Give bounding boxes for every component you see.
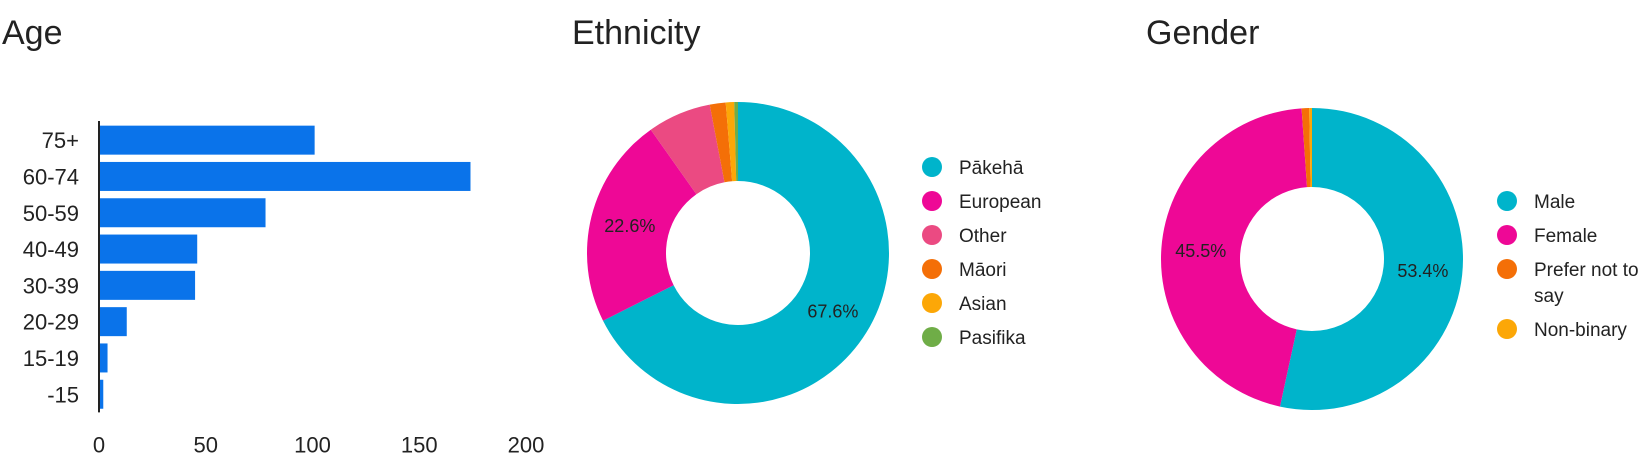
ethnicity-slice-asian xyxy=(725,102,737,182)
age-bar-30-39 xyxy=(99,270,196,300)
gender-slice-non-binary xyxy=(1309,108,1312,188)
ethnicity-legend-swatch xyxy=(922,327,942,347)
age-category-label: 20-29 xyxy=(23,310,79,335)
gender-legend-label: Prefer not to xyxy=(1534,260,1639,281)
age-chart-title: Age xyxy=(2,14,63,52)
ethnicity-chart-title: Ethnicity xyxy=(572,14,701,52)
ethnicity-slice-pasifika xyxy=(734,102,738,182)
age-x-tick-label: 200 xyxy=(508,432,545,457)
ethnicity-slice-other xyxy=(650,104,725,195)
ethnicity-legend-label: Pākehā xyxy=(959,158,1024,179)
gender-legend-label: Female xyxy=(1534,226,1597,247)
age-bar-60-74 xyxy=(99,161,471,191)
age-bar-75 xyxy=(99,125,315,155)
gender-legend-label: say xyxy=(1534,286,1564,307)
gender-donut-chart: 53.4% 45.5% Male Female Prefer not to say Non-… xyxy=(1161,108,1639,410)
gender-legend-swatch xyxy=(1497,191,1517,211)
age-bar-40-49 xyxy=(99,234,198,264)
age-x-tick-label: 0 xyxy=(93,432,105,457)
gender-legend-label: Non-binary xyxy=(1534,320,1627,341)
ethnicity-legend-swatch xyxy=(922,191,942,211)
age-category-label: 60-74 xyxy=(23,164,79,189)
ethnicity-legend-label: Asian xyxy=(959,294,1007,315)
gender-legend-swatch xyxy=(1497,259,1517,279)
age-category-label: 40-49 xyxy=(23,237,79,262)
age-x-tick-label: 100 xyxy=(294,432,331,457)
ethnicity-slice-pakeha xyxy=(603,102,889,405)
ethnicity-legend-label: Pasifika xyxy=(959,328,1026,349)
ethnicity-legend-swatch xyxy=(922,225,942,245)
gender-slice-male xyxy=(1279,108,1464,410)
age-bar-50-59 xyxy=(99,198,266,228)
gender-slice-label: 53.4% xyxy=(1397,261,1448,281)
gender-slice-prefer-not-to-say xyxy=(1301,108,1311,188)
gender-chart-title: Gender xyxy=(1146,14,1259,52)
ethnicity-legend-label: Māori xyxy=(959,260,1007,281)
ethnicity-legend-swatch xyxy=(922,293,942,313)
age-category-label: 15-19 xyxy=(23,346,79,371)
ethnicity-legend-label: Other xyxy=(959,226,1007,247)
ethnicity-donut-chart: 67.6% 22.6% Pākehā European Other Māori Asian P… xyxy=(587,102,1041,405)
age-bar-15-19 xyxy=(99,343,108,373)
ethnicity-slice-european xyxy=(587,129,697,321)
ethnicity-legend-label: European xyxy=(959,192,1041,213)
age-category-label: 50-59 xyxy=(23,201,79,226)
gender-slice-female xyxy=(1161,108,1308,407)
ethnicity-slice-label: 22.6% xyxy=(604,216,655,236)
gender-legend-label: Male xyxy=(1534,192,1575,213)
age-category-label: 30-39 xyxy=(23,273,79,298)
ethnicity-legend-swatch xyxy=(922,157,942,177)
age-bar-20-29 xyxy=(99,307,127,337)
ethnicity-legend-swatch xyxy=(922,259,942,279)
gender-slice-label: 45.5% xyxy=(1175,241,1226,261)
ethnicity-slice-maori xyxy=(709,102,733,183)
gender-legend-swatch xyxy=(1497,319,1517,339)
age-x-tick-label: 50 xyxy=(194,432,218,457)
age-x-tick-label: 150 xyxy=(401,432,438,457)
age-category-label: -15 xyxy=(47,382,79,407)
age-bar-chart: 75+ 60-74 50-59 40-49 30-39 20-29 15-19 -15 0 50 1… xyxy=(23,121,545,457)
age-bar-15 xyxy=(99,379,104,409)
ethnicity-slice-label: 67.6% xyxy=(807,302,858,322)
gender-legend-swatch xyxy=(1497,225,1517,245)
age-category-label: 75+ xyxy=(42,128,79,153)
